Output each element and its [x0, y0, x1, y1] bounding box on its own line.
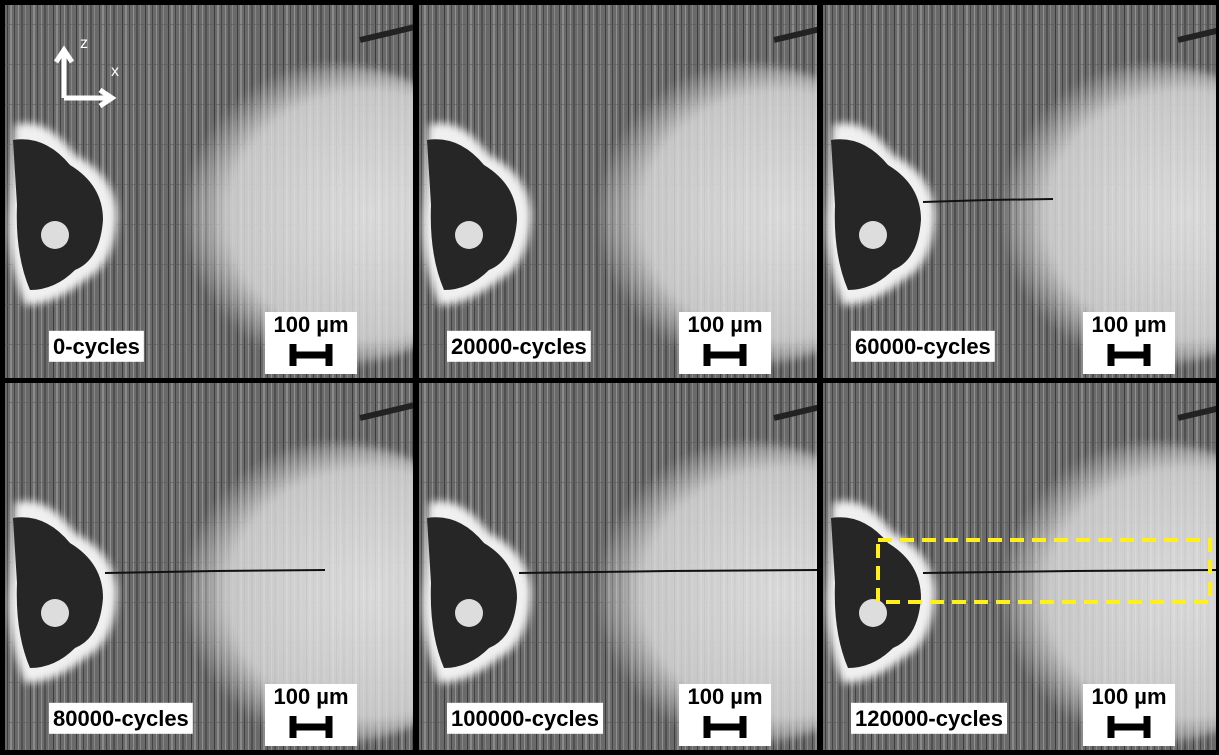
ct-image	[5, 383, 413, 750]
cycle-label: 120000-cycles	[855, 706, 1003, 731]
ct-image	[419, 5, 817, 378]
panel: 100000-cycles 100 µm	[419, 383, 817, 750]
ct-image	[5, 5, 413, 378]
panel: 20000-cycles 100 µm	[419, 5, 817, 378]
pore-particle	[41, 599, 69, 627]
ct-image	[823, 5, 1216, 378]
scale-label: 100 µm	[687, 684, 762, 709]
axis-x-label: x	[111, 63, 119, 80]
scale-box	[1083, 312, 1175, 374]
label-box	[851, 702, 1008, 734]
crack	[104, 569, 326, 574]
scale-box	[679, 684, 771, 746]
pore-particle	[859, 221, 887, 249]
cycle-label: 60000-cycles	[855, 334, 991, 359]
pore	[427, 139, 517, 290]
scale-bar	[1107, 716, 1151, 738]
cycle-label: 80000-cycles	[53, 706, 189, 731]
pore-particle	[455, 221, 483, 249]
scale-bar	[703, 344, 747, 366]
cycle-label: 0-cycles	[53, 334, 140, 359]
cycle-label: 100000-cycles	[451, 706, 599, 731]
pore	[831, 139, 921, 290]
fibre	[359, 402, 413, 421]
scale-bar	[1107, 344, 1151, 366]
pore	[427, 517, 517, 668]
scale-box	[1083, 684, 1175, 746]
panel: 80000-cycles 100 µm	[5, 383, 413, 750]
scale-box	[265, 312, 357, 374]
pore-particle	[41, 221, 69, 249]
axes-indicator: z x	[53, 35, 119, 109]
pore	[13, 517, 103, 668]
fibre	[773, 404, 817, 421]
panel: 0-cycles 100 µm	[5, 5, 413, 378]
scale-label: 100 µm	[273, 684, 348, 709]
scale-bar	[289, 344, 333, 366]
label-box	[447, 330, 591, 362]
cycle-label: 20000-cycles	[451, 334, 587, 359]
scale-bar	[289, 716, 333, 738]
fibre	[1177, 27, 1216, 43]
label-box	[851, 330, 995, 362]
label-box	[447, 702, 604, 734]
scale-label: 100 µm	[1091, 684, 1166, 709]
scale-label: 100 µm	[687, 312, 762, 337]
axis-z-label: z	[80, 35, 88, 52]
panel: 60000-cycles 100 µm	[823, 5, 1216, 378]
highlight-box	[876, 538, 1212, 604]
scale-label: 100 µm	[1091, 312, 1166, 337]
scale-box	[679, 312, 771, 374]
fibre	[359, 24, 413, 43]
pore-particle	[859, 599, 887, 627]
scale-label: 100 µm	[273, 312, 348, 337]
scale-box	[265, 684, 357, 746]
panel: 120000-cycles 100 µm	[823, 383, 1216, 750]
crack	[922, 569, 1216, 574]
crack	[922, 198, 1054, 203]
pore	[13, 139, 103, 290]
scale-bar	[703, 716, 747, 738]
label-box	[49, 330, 144, 362]
fibre	[773, 26, 817, 43]
fibre	[1177, 405, 1216, 421]
crack	[518, 569, 817, 574]
label-box	[49, 702, 193, 734]
pore-particle	[455, 599, 483, 627]
